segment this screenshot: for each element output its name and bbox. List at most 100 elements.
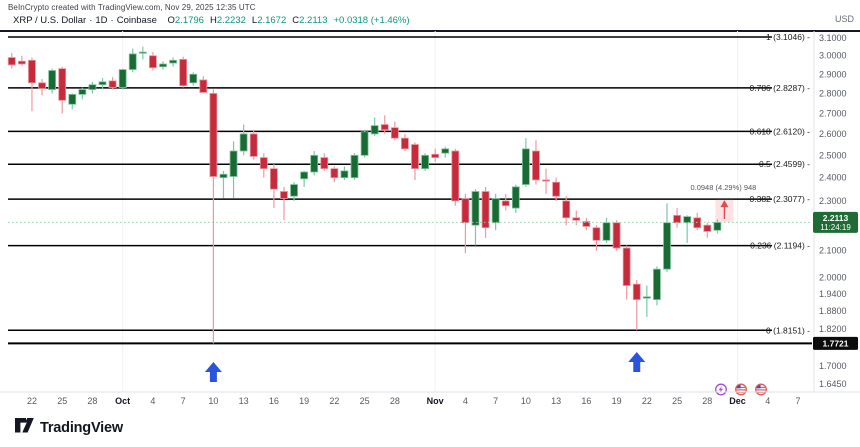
time-axis-label: 25: [57, 396, 67, 406]
price-axis-label: 3.0000: [819, 51, 847, 61]
tradingview-logo-text: TradingView: [40, 420, 123, 436]
price-axis-label: 2.5000: [819, 150, 847, 160]
candle: [390, 121, 399, 141]
candle-body: [28, 59, 36, 84]
time-axis-label: 28: [702, 396, 712, 406]
close-value: 2.2113: [299, 15, 328, 26]
candle: [471, 189, 480, 246]
candle-body: [451, 150, 460, 202]
fib-label-0.382: 0.382 (2.3077) -: [750, 194, 811, 204]
symbol-row: XRP / U.S. Dollar · 1D · Coinbase O2.1796 H2.…: [13, 15, 410, 26]
candle: [532, 140, 540, 185]
candle-body: [189, 73, 198, 84]
candle: [199, 76, 208, 94]
time-axis-label: 7: [181, 396, 186, 406]
candle: [209, 89, 218, 344]
candle-body: [98, 81, 107, 86]
candle: [521, 138, 530, 187]
candle: [58, 66, 67, 114]
candle-body: [481, 191, 490, 229]
time-axis-label: 28: [390, 396, 400, 406]
signal-arrow-up-icon[interactable]: [628, 352, 646, 372]
price-axis-label: 1.7000: [819, 361, 847, 371]
candle: [703, 222, 712, 238]
time-axis-label: 13: [551, 396, 561, 406]
time-axis-label: 4: [150, 396, 155, 406]
price-axis[interactable]: 3.1000 3.0000 2.9000 2.8000 2.7000 2.6000 2.50…: [813, 33, 858, 389]
price-axis-label: 1.8200: [819, 324, 847, 334]
candle-body: [128, 53, 137, 70]
candle-body: [653, 268, 661, 301]
candle: [219, 170, 228, 199]
candle: [269, 164, 278, 209]
interval-label[interactable]: 1D: [95, 15, 108, 26]
candle-body: [673, 214, 681, 224]
candle-body: [521, 148, 530, 185]
candle-body: [17, 60, 26, 65]
time-axis-label: Nov: [427, 396, 444, 406]
candle-body: [350, 154, 359, 179]
candle: [673, 208, 681, 228]
candle-body: [572, 217, 581, 221]
candle-body: [360, 131, 369, 156]
measure-arrow-head: [720, 200, 729, 208]
candle: [401, 133, 409, 152]
time-axis-label: 7: [796, 396, 801, 406]
price-axis-label: 2.0000: [819, 272, 847, 282]
candle-body: [370, 125, 379, 135]
candle-body: [683, 216, 692, 224]
chart-header: BeInCrypto created with TradingView.com,…: [0, 0, 860, 32]
level-price-value: 1.7721: [823, 338, 849, 348]
candle: [68, 93, 77, 110]
candle: [149, 52, 157, 71]
fib-label-1: 1 (3.1046) -: [766, 32, 810, 42]
exchange-label: Coinbase: [116, 15, 157, 26]
candle-body: [622, 247, 631, 286]
candle-body: [542, 179, 550, 182]
candle: [118, 68, 127, 90]
candle-body: [612, 222, 621, 249]
candle-body: [280, 191, 288, 199]
us-flag-event-icon[interactable]: [735, 383, 747, 396]
fib-label-0: 0 (1.8151) -: [766, 325, 810, 335]
candle-body: [431, 153, 440, 158]
candle: [7, 53, 16, 69]
time-axis-label: 16: [269, 396, 279, 406]
candle: [380, 115, 389, 134]
signal-arrow-up-icon[interactable]: [204, 362, 222, 382]
candle: [642, 285, 651, 317]
tradingview-logo[interactable]: TradingView: [15, 418, 123, 438]
currency-label: USD: [834, 14, 854, 24]
candle: [300, 170, 309, 187]
candle-body: [58, 68, 67, 101]
candle-body: [713, 222, 722, 231]
crypto-event-icon[interactable]: [715, 383, 727, 396]
price-axis-label: 2.6000: [819, 129, 847, 139]
candle: [622, 245, 631, 300]
candle-body: [239, 133, 248, 152]
last-price-value: 2.2113: [823, 213, 849, 223]
symbol-title[interactable]: XRP / U.S. Dollar: [13, 15, 87, 26]
candle-body: [209, 93, 218, 177]
us-flag-event-icon[interactable]: [755, 383, 767, 396]
candle: [229, 141, 238, 199]
time-axis-label: 13: [239, 396, 249, 406]
time-axis-label: Oct: [115, 396, 130, 406]
change-value: +0.0318 (+1.46%): [333, 15, 410, 26]
time-axis[interactable]: 22 25 28 Oct 4 7 10 13 16 19 22 25 28 Nov 4 7 10 13 16 19 22…: [27, 396, 801, 406]
open-value: 2.1796: [174, 15, 204, 26]
candle: [249, 129, 258, 160]
candle-body: [511, 186, 520, 209]
candle-body: [7, 57, 16, 66]
candle: [128, 48, 137, 73]
candle-body: [491, 198, 500, 224]
time-axis-label: 10: [521, 396, 531, 406]
candle: [280, 186, 288, 221]
low-value: 2.1672: [257, 15, 287, 26]
candle: [169, 57, 177, 67]
candle: [290, 182, 298, 201]
candle-body: [582, 221, 591, 227]
time-axis-label: 25: [360, 396, 370, 406]
